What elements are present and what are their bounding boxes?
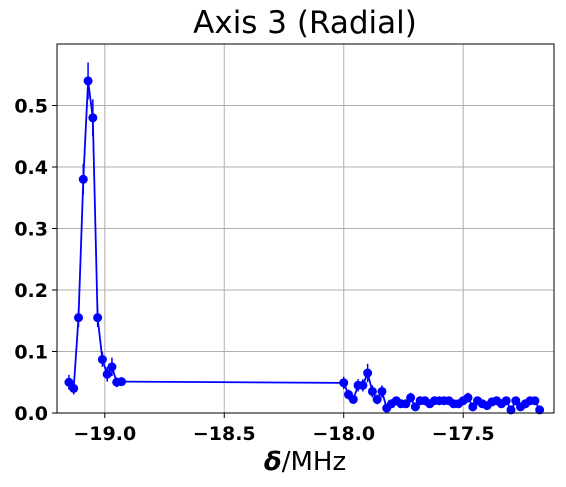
data-point	[535, 405, 545, 415]
data-point	[93, 313, 103, 323]
data-point	[102, 369, 112, 379]
data-point	[107, 362, 117, 372]
data-point	[501, 396, 511, 406]
data-point	[97, 354, 107, 364]
x-axis-label-unit: /MHz	[282, 447, 346, 477]
x-tick-label: −17.5	[432, 423, 495, 445]
data-point	[406, 393, 416, 403]
y-tick-label: 0.5	[14, 96, 48, 118]
data-series	[64, 62, 545, 415]
x-axis-label-symbol: δ	[264, 447, 282, 477]
data-point	[358, 380, 368, 390]
x-axis-label: δ/MHz	[264, 447, 346, 477]
data-point	[377, 386, 387, 396]
data-point	[367, 386, 377, 396]
data-point	[530, 396, 540, 406]
data-point	[64, 377, 74, 387]
y-axis-ticks: 0.0 0.1 0.2 0.3 0.4 0.5	[14, 96, 57, 425]
grid-lines	[57, 44, 554, 414]
data-point	[78, 174, 88, 184]
series-line	[68, 80, 541, 412]
y-tick-label: 0.0	[14, 403, 48, 425]
x-axis-ticks: −19.0 −18.5 −18.0 −17.5	[73, 413, 495, 445]
data-point	[348, 394, 358, 404]
data-point	[69, 383, 79, 393]
data-point	[88, 113, 98, 123]
data-point	[401, 399, 411, 409]
y-tick-label: 0.3	[14, 219, 48, 241]
data-point	[511, 396, 521, 406]
y-tick-label: 0.2	[14, 280, 48, 302]
data-point	[363, 368, 373, 378]
chart-title: Axis 3 (Radial)	[193, 5, 417, 41]
data-point	[74, 313, 84, 323]
y-tick-label: 0.4	[14, 157, 48, 179]
data-point	[117, 377, 127, 387]
data-point	[83, 76, 93, 86]
data-point	[463, 393, 473, 403]
data-point	[339, 378, 349, 388]
x-tick-label: −18.0	[312, 423, 375, 445]
x-tick-label: −18.5	[193, 423, 256, 445]
data-point	[372, 394, 382, 404]
data-point	[506, 405, 516, 415]
data-point	[410, 402, 420, 412]
data-point	[468, 402, 478, 412]
y-tick-label: 0.1	[14, 342, 48, 364]
x-tick-label: −19.0	[73, 423, 136, 445]
